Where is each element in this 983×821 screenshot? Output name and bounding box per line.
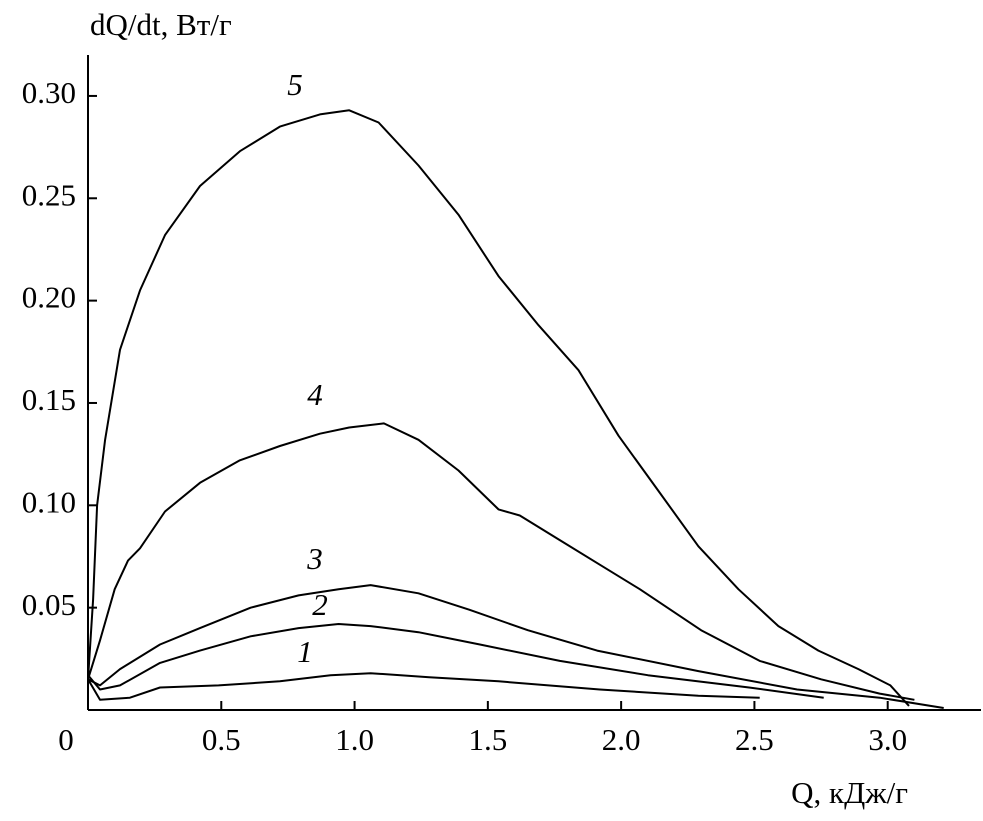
x-tick-label: 0 (58, 722, 74, 757)
x-tick-label: 1.5 (468, 722, 507, 757)
y-axis-title: dQ/dt, Вт/г (90, 7, 232, 42)
y-tick-label: 0.25 (22, 177, 76, 212)
curve-label: 1 (297, 634, 313, 669)
curve (87, 109, 910, 707)
curve-label: 3 (306, 541, 323, 576)
curve-label: 2 (312, 587, 328, 622)
curve (87, 422, 915, 701)
x-tick-label: 2.0 (602, 722, 641, 757)
curve (87, 672, 760, 701)
y-tick-label: 0.20 (22, 280, 76, 315)
y-tick-label: 0.05 (22, 587, 76, 622)
curve-label: 5 (287, 67, 303, 102)
x-tick-label: 3.0 (868, 722, 907, 757)
x-tick-label: 1.0 (335, 722, 374, 757)
y-tick-label: 0.15 (22, 382, 76, 417)
curve-label: 4 (307, 377, 323, 412)
curve (87, 623, 824, 699)
x-axis-title: Q, кДж/г (791, 775, 908, 810)
y-tick-label: 0.10 (22, 484, 76, 519)
x-tick-label: 2.5 (735, 722, 774, 757)
x-tick-label: 0.5 (202, 722, 241, 757)
y-tick-label: 0.30 (22, 75, 76, 110)
curve (87, 584, 944, 709)
